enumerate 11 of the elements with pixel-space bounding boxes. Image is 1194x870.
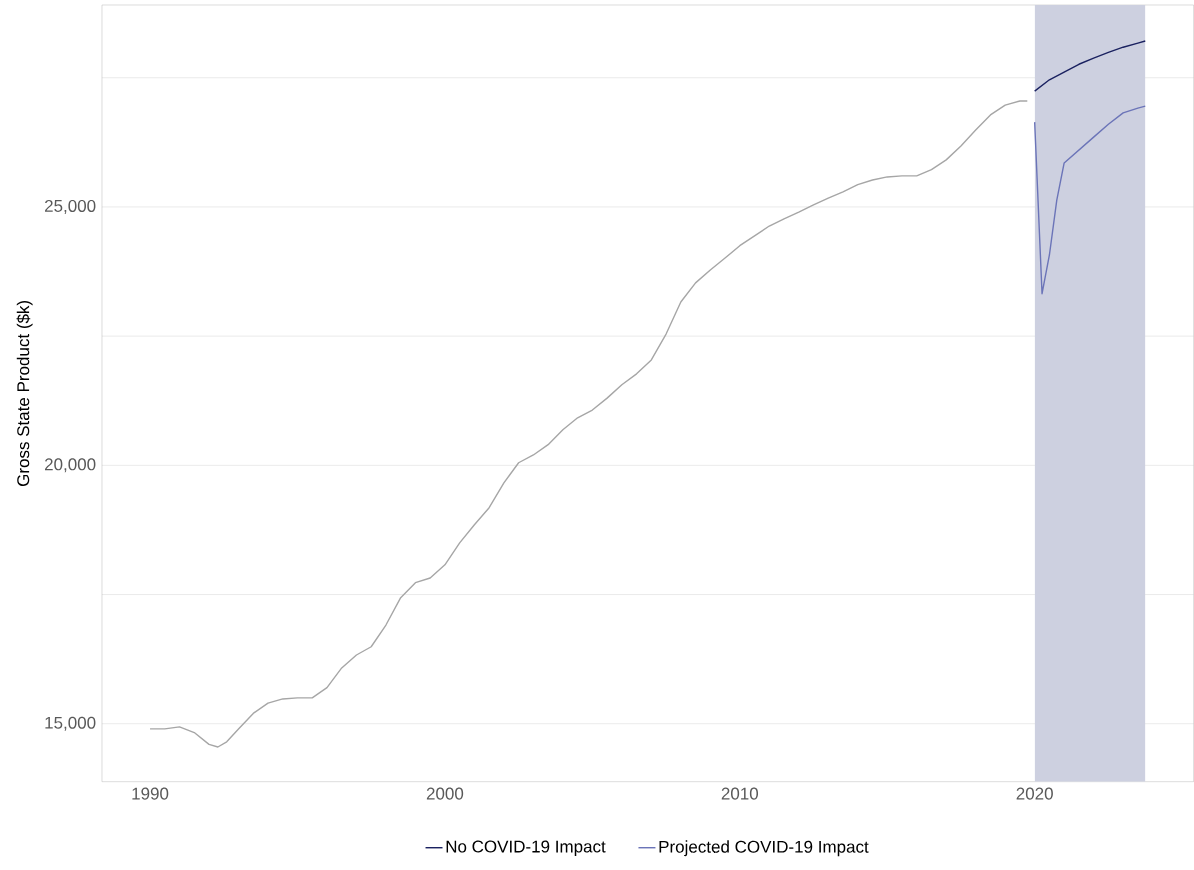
y-axis-title: Gross State Product ($k) bbox=[16, 301, 33, 487]
legend-label: Projected COVID-19 Impact bbox=[659, 840, 869, 857]
y-tick-label: 20,000 bbox=[44, 458, 96, 473]
legend-label: No COVID-19 Impact bbox=[446, 840, 606, 857]
y-tick-label: 25,000 bbox=[44, 200, 96, 215]
line-series bbox=[1033, 40, 1146, 92]
x-tick-label: 2020 bbox=[1016, 787, 1053, 800]
x-tick-label: 1990 bbox=[132, 787, 169, 800]
x-tick-label: 2000 bbox=[426, 787, 464, 800]
y-tick-label: 15,000 bbox=[45, 716, 96, 731]
x-tick-label: 2010 bbox=[721, 787, 759, 800]
